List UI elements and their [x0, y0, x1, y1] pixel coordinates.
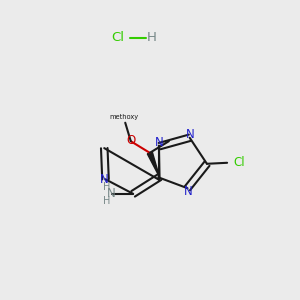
- Text: Cl: Cl: [111, 31, 124, 44]
- Text: H: H: [147, 31, 157, 44]
- Text: H: H: [103, 182, 110, 192]
- Text: N: N: [107, 187, 116, 200]
- Text: N: N: [186, 128, 195, 141]
- Polygon shape: [147, 152, 160, 177]
- Text: N: N: [154, 136, 163, 149]
- Text: O: O: [126, 134, 135, 147]
- Text: N: N: [184, 185, 193, 198]
- Text: methoxy: methoxy: [109, 114, 138, 120]
- Text: Cl: Cl: [234, 156, 245, 169]
- Text: N: N: [100, 173, 108, 186]
- Text: H: H: [103, 196, 110, 206]
